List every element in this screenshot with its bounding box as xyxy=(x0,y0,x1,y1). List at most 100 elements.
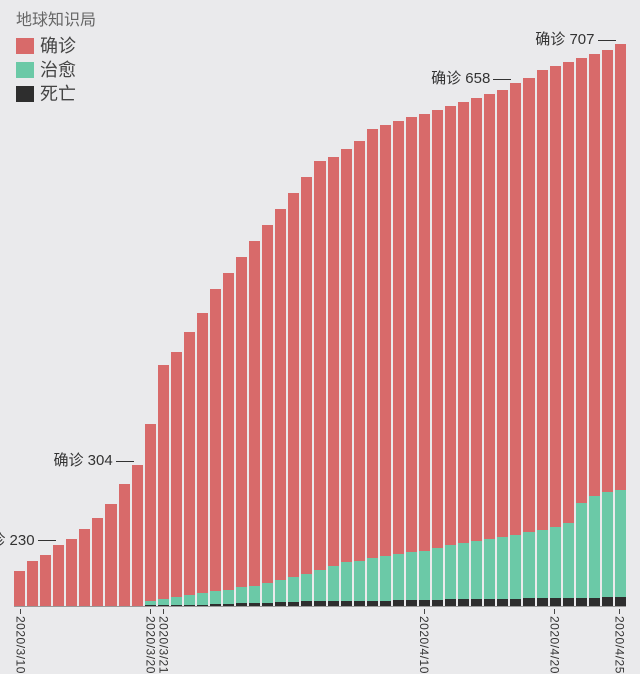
callout-leader xyxy=(493,79,511,80)
callout: 确诊 707 xyxy=(535,28,615,49)
bar-segment-confirmed xyxy=(132,465,143,607)
bar-segment-confirmed xyxy=(419,114,430,551)
callout-leader xyxy=(116,461,134,462)
bar-segment-confirmed xyxy=(171,352,182,596)
callout: 确诊 230 xyxy=(0,529,56,550)
plot-area: 确诊 230确诊 304确诊 658确诊 707 xyxy=(14,10,626,607)
legend-item-recovered: 治愈 xyxy=(16,58,96,82)
bar xyxy=(314,10,325,607)
bar-segment-confirmed xyxy=(14,571,25,607)
bar xyxy=(275,10,286,607)
bar xyxy=(171,10,182,607)
bar-segment-confirmed xyxy=(341,149,352,562)
callout-text: 确诊 707 xyxy=(535,31,594,48)
bar xyxy=(236,10,247,607)
bar xyxy=(184,10,195,607)
bar xyxy=(432,10,443,607)
bar-segment-recovered xyxy=(184,595,195,605)
bar-segment-recovered xyxy=(471,541,482,599)
bar-segment-confirmed xyxy=(66,539,77,607)
legend-item-confirmed: 确诊 xyxy=(16,34,96,58)
bar-segment-confirmed xyxy=(458,102,469,544)
bar xyxy=(145,10,156,607)
bar-segment-recovered xyxy=(589,496,600,598)
bar xyxy=(510,10,521,607)
legend-swatch xyxy=(16,38,34,54)
callout: 确诊 304 xyxy=(54,449,134,470)
bar xyxy=(210,10,221,607)
bar-segment-recovered xyxy=(510,535,521,599)
bar xyxy=(458,10,469,607)
tick-notch xyxy=(20,609,21,614)
bar-segment-confirmed xyxy=(484,94,495,539)
legend: 地球知识局 确诊治愈死亡 xyxy=(16,10,96,106)
bar-segment-confirmed xyxy=(197,313,208,594)
bar xyxy=(393,10,404,607)
bar-segment-confirmed xyxy=(576,58,587,503)
bar xyxy=(341,10,352,607)
x-axis: 2020/3/102020/3/202020/3/212020/4/102020… xyxy=(14,607,626,667)
bar xyxy=(537,10,548,607)
x-tick-label: 2020/4/10 xyxy=(417,616,431,674)
bar-segment-confirmed xyxy=(432,110,443,549)
bar xyxy=(249,10,260,607)
bar-segment-confirmed xyxy=(79,529,90,607)
bar-segment-recovered xyxy=(380,556,391,601)
bar-segment-confirmed xyxy=(236,257,247,587)
bars-container xyxy=(14,10,626,607)
bar-segment-confirmed xyxy=(367,129,378,558)
bar xyxy=(589,10,600,607)
tick-notch xyxy=(163,609,164,614)
bar-segment-confirmed xyxy=(27,561,38,607)
bar-segment-recovered xyxy=(458,543,469,599)
callout-text: 确诊 304 xyxy=(54,452,113,469)
bar-segment-recovered xyxy=(419,551,430,600)
bar-segment-confirmed xyxy=(471,98,482,541)
bar-segment-recovered xyxy=(484,539,495,599)
x-tick: 2020/3/21 xyxy=(157,609,171,674)
bar-segment-recovered xyxy=(367,558,378,600)
bar-segment-confirmed xyxy=(589,54,600,497)
bar xyxy=(602,10,613,607)
bar-segment-recovered xyxy=(249,586,260,604)
bar-segment-recovered xyxy=(576,503,587,599)
bar-segment-confirmed xyxy=(158,365,169,599)
x-tick-label: 2020/4/20 xyxy=(547,616,561,674)
bar-segment-confirmed xyxy=(40,555,51,607)
bar-segment-recovered xyxy=(262,583,273,603)
bar-segment-confirmed xyxy=(249,241,260,586)
bar-segment-recovered xyxy=(288,577,299,602)
bar-segment-confirmed xyxy=(314,161,325,569)
bar-segment-confirmed xyxy=(523,78,534,533)
bar-segment-confirmed xyxy=(497,90,508,537)
bar-segment-recovered xyxy=(393,554,404,600)
bar-segment-confirmed xyxy=(537,70,548,530)
bar xyxy=(471,10,482,607)
bar-segment-recovered xyxy=(341,562,352,600)
bar xyxy=(119,10,130,607)
bar-segment-confirmed xyxy=(119,484,130,607)
x-tick-label: 2020/3/10 xyxy=(14,616,28,674)
bar-segment-recovered xyxy=(197,593,208,604)
bar xyxy=(615,10,626,607)
bar-segment-confirmed xyxy=(145,424,156,602)
bar xyxy=(132,10,143,607)
bar-segment-recovered xyxy=(314,570,325,602)
bar xyxy=(445,10,456,607)
bar-segment-recovered xyxy=(537,530,548,598)
bar-segment-recovered xyxy=(171,597,182,605)
bar xyxy=(550,10,561,607)
bar-segment-confirmed xyxy=(262,225,273,583)
bar-segment-recovered xyxy=(328,566,339,602)
bar-segment-confirmed xyxy=(445,106,456,545)
bar-segment-confirmed xyxy=(275,209,286,580)
bar-segment-recovered xyxy=(406,552,417,600)
tick-notch xyxy=(554,609,555,614)
bar xyxy=(288,10,299,607)
bar-segment-recovered xyxy=(602,492,613,598)
bar xyxy=(197,10,208,607)
bar-segment-recovered xyxy=(223,590,234,604)
chart-title: 地球知识局 xyxy=(16,10,96,32)
tick-notch xyxy=(150,609,151,614)
callout-text: 确诊 230 xyxy=(0,532,35,549)
